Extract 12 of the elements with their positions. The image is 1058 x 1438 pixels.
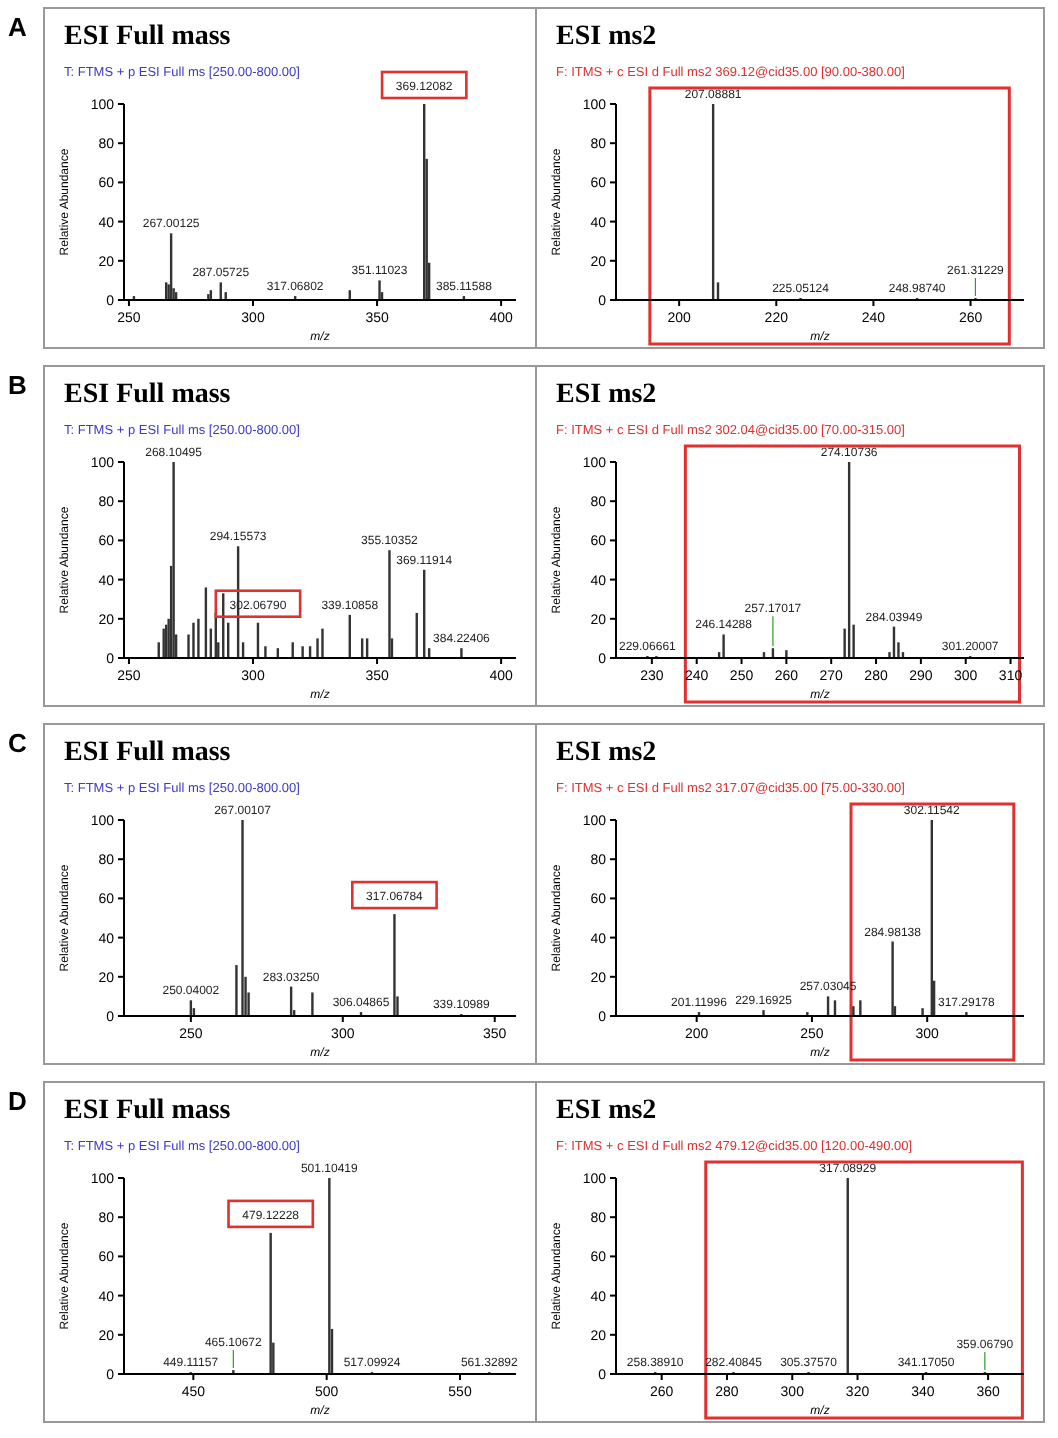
chart-title: ESI Full mass	[64, 22, 232, 52]
text: A	[8, 12, 28, 42]
chart-title: ESI ms2	[556, 1096, 657, 1126]
chart-title: ESI Full mass	[64, 738, 232, 768]
text: D	[8, 1086, 27, 1116]
text: C	[8, 728, 28, 758]
chart-title: ESI ms2	[556, 738, 657, 768]
chart-title: ESI Full mass	[64, 1096, 232, 1126]
text: B	[8, 370, 27, 400]
chart-title: ESI ms2	[556, 22, 657, 52]
chart-title: ESI Full mass	[64, 380, 232, 410]
chart-title: ESI ms2	[556, 380, 657, 410]
